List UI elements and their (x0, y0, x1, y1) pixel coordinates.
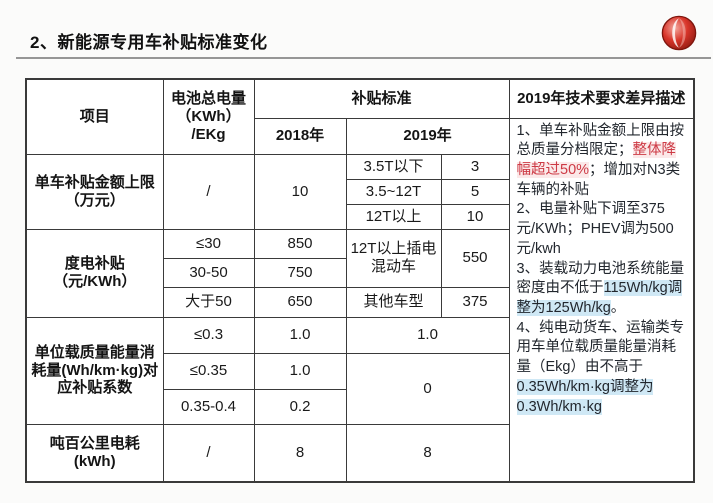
tech-diff-text-cell: 1、单车补贴金额上限由按总质量分档限定；整体降幅超过50%；增加对N3类车辆的补… (508, 117, 695, 483)
tier-label-cell: 12T以上 (345, 203, 442, 230)
row-label-kwh-subsidy: 度电补贴（元/KWh） (25, 228, 164, 318)
tier-value-cell: 850 (253, 228, 347, 259)
tier-value-cell: 3 (440, 153, 510, 180)
tier-label-cell: 大于50 (162, 286, 255, 318)
row-label-ton-consumption: 吨百公里电耗 (kWh) (25, 423, 164, 483)
tier-value-cell: 0.2 (253, 388, 347, 425)
tier-label-cell: ≤0.35 (162, 352, 255, 390)
tier-value-cell: 650 (253, 286, 347, 318)
cell-phev-value: 550 (440, 228, 510, 288)
tier-label-cell: 30-50 (162, 257, 255, 288)
header-year-2018: 2018年 (253, 117, 347, 155)
header-battery-line1: 电池总电量 (170, 90, 246, 108)
cell-ton-2019: 8 (345, 423, 510, 483)
tech-diff-paragraph-4: 4、纯电动货车、运输类专用车单位载质量能量消耗量（Ekg）由不高于0.35Wh/… (516, 319, 690, 418)
cell-ton-battery: / (162, 423, 255, 483)
tier-label-cell: 0.35-0.4 (162, 388, 255, 425)
header-item: 项目 (25, 78, 164, 155)
tech-diff-paragraph-1: 1、单车补贴金额上限由按总质量分档限定；整体降幅超过50%；增加对N3类车辆的补… (516, 122, 690, 201)
dongfeng-logo-icon (661, 15, 697, 51)
tech-p1-text-b: ；增加对N3类车辆的补贴 (516, 161, 681, 198)
tech-p3-text: 3、装载动力电池系统能量密度由不低于 (516, 260, 685, 297)
cell-cap-battery: / (162, 153, 255, 230)
tech-p1-text: 1、单车补贴金额上限由按总质量分档限定； (516, 122, 685, 159)
cell-other-label: 其他车型 (345, 286, 442, 318)
tier-value-cell: 1.0 (253, 352, 347, 390)
tech-p4-blue-highlight: 0.35Wh/km·kg调整为0.3Wh/km·kg (516, 378, 654, 415)
tier-value-cell: 5 (440, 178, 510, 205)
title-divider (16, 57, 711, 59)
cell-phev-label: 12T以上插电混动车 (345, 228, 442, 288)
header-battery-line3: /EKg (191, 125, 226, 143)
tier-value-cell: 750 (253, 257, 347, 288)
cell-ekg-2019-bottom: 0 (345, 352, 510, 425)
tier-value-cell: 10 (440, 203, 510, 230)
tier-label-cell: ≤0.3 (162, 316, 255, 354)
row-label-unit-cap: 单车补贴金额上限（万元） (25, 153, 164, 230)
tech-p3-text-b: 。 (610, 299, 626, 316)
cell-other-value: 375 (440, 286, 510, 318)
tier-value-cell: 1.0 (253, 316, 347, 354)
tier-label-cell: 3.5~12T (345, 178, 442, 205)
tech-p4-text: 4、纯电动货车、运输类专用车单位载质量能量消耗量（Ekg）由不高于 (516, 319, 685, 376)
row-label-ekg-coef: 单位载质量能量消耗量(Wh/km·kg)对应补贴系数 (25, 316, 164, 425)
page-title: 2、新能源专用车补贴标准变化 (30, 33, 268, 52)
cell-ekg-2019-top: 1.0 (345, 316, 510, 354)
header-year-2019: 2019年 (345, 117, 510, 155)
tier-label-cell: ≤30 (162, 228, 255, 259)
header-battery-line2: （KWh） (176, 107, 241, 125)
header-battery: 电池总电量 （KWh） /EKg (162, 78, 255, 155)
tech-diff-paragraph-3: 3、装载动力电池系统能量密度由不低于115Wh/kg调整为125Wh/kg。 (516, 260, 690, 319)
cell-ton-2018: 8 (253, 423, 347, 483)
tier-label-cell: 3.5T以下 (345, 153, 442, 180)
tech-diff-paragraph-2: 2、电量补贴下调至375元/KWh；PHEV调为500元/kwh (516, 201, 674, 257)
cell-cap-2018: 10 (253, 153, 347, 230)
header-subsidy-standard: 补贴标准 (253, 78, 510, 119)
header-tech-diff: 2019年技术要求差异描述 (508, 78, 695, 119)
subsidy-table: 项目 电池总电量 （KWh） /EKg 补贴标准 2019年技术要求差异描述 2… (25, 78, 695, 483)
